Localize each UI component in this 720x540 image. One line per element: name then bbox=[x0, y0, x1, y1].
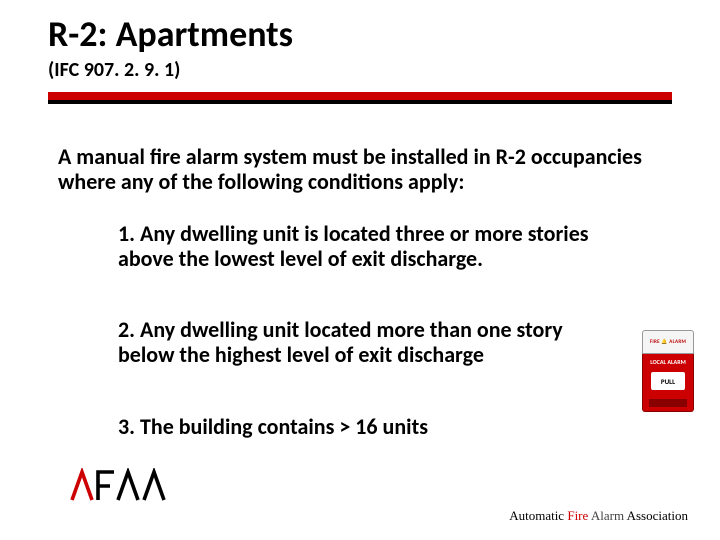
divider-black bbox=[48, 100, 672, 104]
fire-alarm-pull-station-icon: FIRE 🔔 ALARM LOCAL ALARM PULL bbox=[642, 330, 694, 412]
divider-red bbox=[48, 92, 672, 100]
pull-bottom-bar bbox=[649, 399, 687, 407]
pull-top-label: FIRE 🔔 ALARM bbox=[650, 339, 686, 345]
footer-association: Association bbox=[627, 508, 688, 523]
footer-automatic: Automatic bbox=[509, 508, 564, 523]
afaa-logo-icon bbox=[70, 468, 190, 504]
intro-text: A manual fire alarm system must be insta… bbox=[58, 145, 648, 194]
pull-handle-label: PULL bbox=[651, 372, 685, 390]
slide: R-2: Apartments (IFC 907. 2. 9. 1) A man… bbox=[0, 0, 720, 540]
page-title: R-2: Apartments bbox=[48, 12, 293, 56]
list-item-3: 3. The building contains > 16 units bbox=[118, 415, 608, 440]
list-item-2: 2. Any dwelling unit located more than o… bbox=[118, 318, 608, 367]
pull-body-label: LOCAL ALARM bbox=[643, 358, 693, 366]
footer-fire: Fire bbox=[567, 508, 588, 523]
list-item-1: 1. Any dwelling unit is located three or… bbox=[118, 222, 608, 271]
footer-alarm: Alarm bbox=[591, 508, 624, 523]
footer-text: Automatic Fire Alarm Association bbox=[509, 508, 688, 524]
page-subtitle: (IFC 907. 2. 9. 1) bbox=[48, 58, 180, 82]
